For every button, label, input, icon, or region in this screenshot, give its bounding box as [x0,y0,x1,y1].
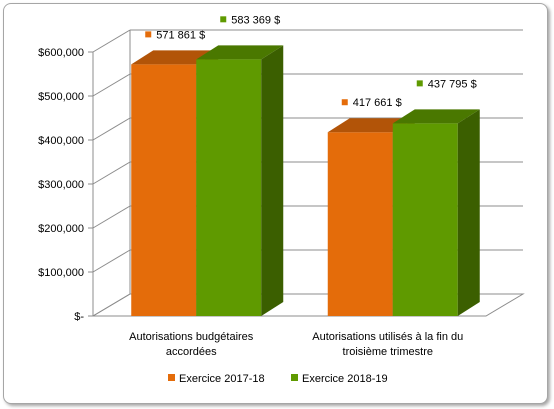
y-tick-label: $200,000 [38,223,84,235]
category-label: troisième trimestre [343,346,433,358]
data-label-key [416,80,423,87]
data-label: 417 661 $ [353,97,402,109]
bar-front [392,123,458,316]
data-label: 583 369 $ [231,14,280,26]
legend-swatch [291,374,298,381]
gridline-side [92,73,131,97]
y-tick-label: $100,000 [38,267,84,279]
y-tick-label: $500,000 [38,91,84,103]
gridline-side [92,249,131,273]
y-tick-label: $600,000 [38,47,84,59]
legend-label: Exercice 2017-18 [179,373,265,385]
bar-front [327,132,393,316]
bar-side [261,45,284,317]
bar-side [457,109,480,316]
data-label-key [220,16,227,23]
gridline-side [92,117,131,141]
bar-front [131,64,197,316]
data-label: 437 795 $ [428,78,477,90]
data-label-key [341,99,348,106]
y-tick-label: $300,000 [38,179,84,191]
bar-top [196,45,284,60]
legend-swatch [168,374,175,381]
category-label: accordées [166,346,217,358]
data-label-key [145,31,152,38]
gridline-side [92,29,131,53]
bar-front [196,59,262,317]
bar-top [392,109,480,124]
category-label: Autorisations utilisés à la fin du [312,331,463,343]
y-tick-label: $- [74,311,84,323]
gridline-side [92,161,131,185]
y-tick-label: $400,000 [38,135,84,147]
gridline-side [92,205,131,229]
data-label: 571 861 $ [156,29,205,41]
legend-label: Exercice 2018-19 [302,373,388,385]
category-label: Autorisations budgétaires [129,331,254,343]
